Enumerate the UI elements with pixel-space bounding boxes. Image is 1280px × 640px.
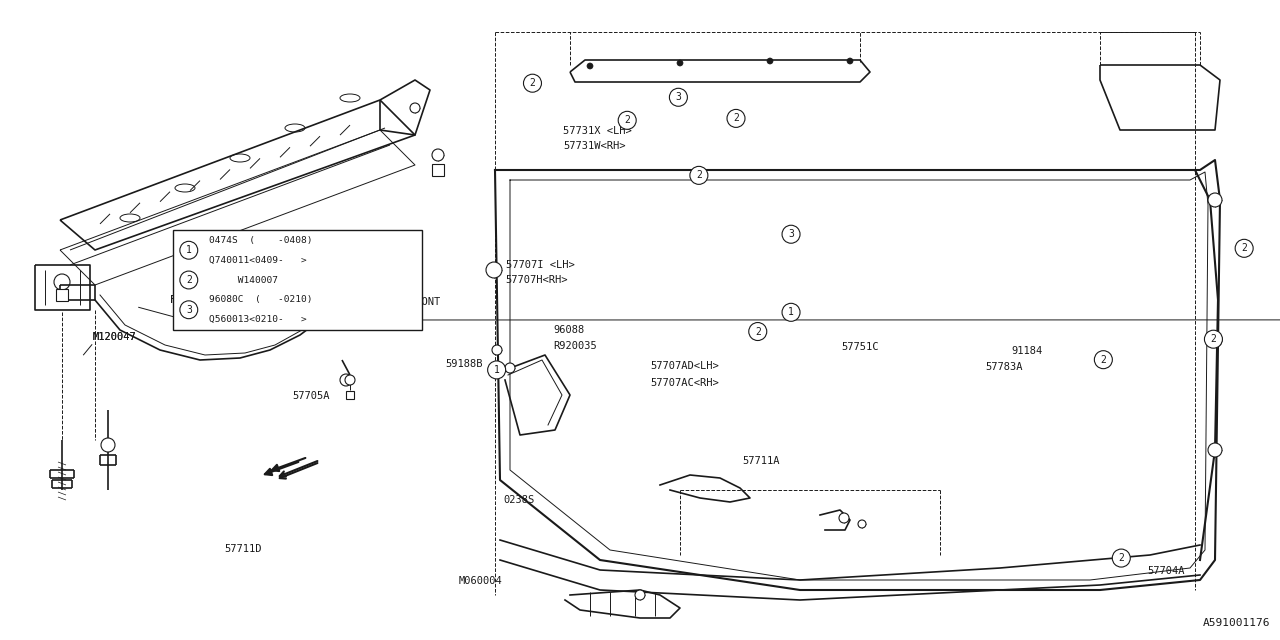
Circle shape (180, 241, 197, 259)
Text: M060004: M060004 (458, 576, 502, 586)
Text: A591001176: A591001176 (1202, 618, 1270, 628)
Bar (346, 391, 355, 399)
Text: 57705A: 57705A (292, 390, 329, 401)
Text: 59188B: 59188B (445, 358, 483, 369)
Text: 2: 2 (1119, 553, 1124, 563)
Text: 96088: 96088 (553, 324, 584, 335)
Circle shape (506, 363, 515, 373)
Text: W140007: W140007 (209, 275, 278, 285)
Circle shape (782, 303, 800, 321)
Text: M120047: M120047 (92, 332, 136, 342)
Circle shape (180, 271, 197, 289)
Circle shape (346, 375, 355, 385)
Text: 57731W<RH>: 57731W<RH> (563, 141, 626, 151)
Circle shape (727, 109, 745, 127)
Text: 2: 2 (733, 113, 739, 124)
Circle shape (749, 323, 767, 340)
Circle shape (1094, 351, 1112, 369)
Text: 91184: 91184 (1011, 346, 1042, 356)
Text: Q560013<0210-   >: Q560013<0210- > (209, 315, 306, 324)
Text: 1: 1 (788, 307, 794, 317)
Text: 1: 1 (186, 245, 192, 255)
Circle shape (1208, 443, 1222, 457)
Circle shape (690, 166, 708, 184)
Bar (433, 164, 444, 176)
Text: 57711A: 57711A (742, 456, 780, 466)
Text: 3: 3 (676, 92, 681, 102)
Circle shape (838, 513, 849, 523)
Circle shape (340, 374, 352, 386)
Circle shape (1235, 239, 1253, 257)
Text: 57731X <LH>: 57731X <LH> (563, 126, 632, 136)
Bar (56, 289, 68, 301)
Bar (173, 230, 422, 330)
Text: 57707AD<LH>: 57707AD<LH> (650, 361, 719, 371)
Circle shape (677, 60, 684, 66)
Text: 3: 3 (186, 305, 192, 315)
Text: 3: 3 (788, 229, 794, 239)
Text: 1: 1 (494, 365, 499, 375)
Text: 2: 2 (1101, 355, 1106, 365)
Circle shape (847, 58, 852, 64)
Text: 57707H<RH>: 57707H<RH> (506, 275, 568, 285)
Text: 0238S: 0238S (503, 495, 534, 506)
Text: 57707AC<RH>: 57707AC<RH> (650, 378, 719, 388)
Text: 2: 2 (625, 115, 630, 125)
Text: 0474S  (    -0408): 0474S ( -0408) (209, 236, 312, 245)
Circle shape (488, 361, 506, 379)
Circle shape (524, 74, 541, 92)
Circle shape (858, 520, 867, 528)
Circle shape (1208, 333, 1222, 347)
Circle shape (1204, 330, 1222, 348)
Circle shape (1112, 549, 1130, 567)
Circle shape (410, 103, 420, 113)
Circle shape (588, 63, 593, 69)
Text: 2: 2 (755, 326, 760, 337)
Text: 2: 2 (1211, 334, 1216, 344)
Text: 2: 2 (530, 78, 535, 88)
Circle shape (767, 58, 773, 64)
Circle shape (618, 111, 636, 129)
Text: Q740011<0409-   >: Q740011<0409- > (209, 255, 306, 265)
Text: FIG.505: FIG.505 (170, 294, 214, 305)
Circle shape (486, 262, 502, 278)
Text: 96080C  (   -0210): 96080C ( -0210) (209, 295, 312, 305)
Circle shape (1208, 193, 1222, 207)
Text: FRONT: FRONT (410, 297, 440, 307)
Text: 2: 2 (1242, 243, 1247, 253)
Circle shape (492, 345, 502, 355)
Text: 57711D: 57711D (224, 544, 261, 554)
Circle shape (669, 88, 687, 106)
Circle shape (180, 301, 197, 319)
Circle shape (635, 590, 645, 600)
Text: 2: 2 (186, 275, 192, 285)
Circle shape (782, 225, 800, 243)
Text: FIG.505: FIG.505 (170, 294, 214, 305)
Text: 57751C: 57751C (841, 342, 878, 352)
Circle shape (101, 438, 115, 452)
Circle shape (433, 149, 444, 161)
Text: M120047: M120047 (92, 332, 136, 342)
Text: R920035: R920035 (553, 340, 596, 351)
Text: 57783A: 57783A (986, 362, 1023, 372)
Text: 57704A: 57704A (1147, 566, 1184, 576)
Text: 57707I <LH>: 57707I <LH> (506, 260, 575, 270)
Text: 2: 2 (696, 170, 701, 180)
